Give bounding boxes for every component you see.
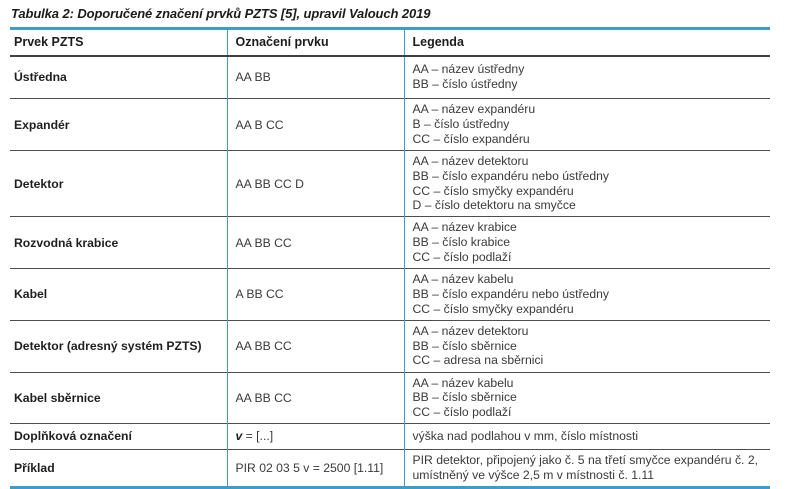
designation-text: AA BB CC D (235, 176, 304, 191)
legend-cell: AA – název ústředny BB – číslo ústředny (412, 62, 525, 92)
table-row: Detektor (adresný systém PZTS) AA BB CC … (10, 319, 770, 373)
table-row: Doplňková označení v = [...] výška nad p… (10, 422, 770, 450)
legend-cell: AA – název krabice BB – číslo krabice CC… (404, 216, 770, 269)
designation-cell: AA B CC (227, 98, 405, 151)
table-row: Příklad PIR 02 03 5 v = 2500 [1.11] PIR … (10, 448, 770, 488)
pzts-marking-table: Prvek PZTS Označení prvku Legenda Ústřed… (10, 27, 770, 489)
designation-text: = [...] (242, 429, 274, 444)
element-name-cell: Příklad (10, 448, 228, 488)
designation-text: AA BB CC (235, 339, 292, 354)
designation-text: AA BB (235, 70, 271, 85)
element-name-cell: Detektor (10, 149, 228, 217)
designation-cell: AA BB CC (227, 371, 405, 424)
designation-text: AA BB CC (235, 235, 292, 250)
header-prvek-pzts: Prvek PZTS (10, 28, 228, 57)
designation-text: AA B CC (235, 117, 284, 132)
designation-cell: AA BB CC (227, 319, 405, 373)
header-oznaceni-prvku: Označení prvku (227, 28, 405, 57)
designation-cell: PIR 02 03 5 v = 2500 [1.11] (227, 448, 405, 488)
table-row: Kabel A BB CC AA – název kabelu BB – čís… (10, 268, 770, 321)
element-name-cell: Ústředna (10, 55, 228, 99)
legend-cell: výška nad podlahou v mm, číslo místnosti (404, 422, 770, 450)
designation-cell: AA BB CC D (227, 149, 405, 217)
table-row: Detektor AA BB CC D AA – název detektoru… (10, 149, 770, 217)
element-name-cell: Kabel sběrnice (10, 371, 228, 424)
element-name-cell: Expandér (10, 98, 228, 151)
designation-text: AA BB CC (235, 390, 292, 405)
header-row: Prvek PZTS Označení prvku Legenda (10, 28, 770, 57)
table-header: Prvek PZTS Označení prvku Legenda (10, 28, 770, 57)
table-body: Ústředna AA BB AA – název ústředny BB – … (10, 55, 770, 488)
table-caption: Tabulka 2: Doporučené značení prvků PZTS… (11, 6, 431, 21)
designation-emphasis: v (235, 429, 243, 444)
designation-cell: A BB CC (227, 268, 405, 321)
legend-cell: AA – název expandéru B – číslo ústředny … (404, 98, 770, 151)
table-row: Kabel sběrnice AA BB CC AA – název kabel… (10, 371, 770, 424)
designation-cell: AA BB CC (227, 216, 405, 269)
table-row: Expandér AA B CC AA – název expandéru B … (10, 98, 770, 151)
table-row: Ústředna AA BB AA – název ústředny BB – … (10, 55, 770, 99)
table-row: Rozvodná krabice AA BB CC AA – název kra… (10, 216, 770, 269)
legend-cell: PIR detektor, připojený jako č. 5 na tře… (404, 448, 770, 488)
element-name-cell: Kabel (10, 268, 228, 321)
header-legenda: Legenda (404, 28, 770, 57)
designation-text: PIR 02 03 5 v = 2500 [1.11] (235, 460, 384, 475)
element-name-cell: Doplňková označení (10, 422, 228, 450)
designation-cell: AA BB (227, 55, 405, 99)
legend-cell: AA – název kabelu BB – číslo sběrnice CC… (404, 371, 770, 424)
designation-cell: v = [...] (227, 422, 405, 450)
legend-cell: AA – název detektoru BB – číslo expandér… (404, 149, 770, 217)
element-name-cell: Rozvodná krabice (10, 216, 228, 269)
element-name-cell: Detektor (adresný systém PZTS) (10, 319, 228, 373)
legend-cell: AA – název kabelu BB – číslo expandéru n… (404, 268, 770, 321)
legend-cell: AA – název detektoru BB – číslo sběrnice… (404, 319, 770, 373)
designation-text: A BB CC (235, 287, 284, 302)
